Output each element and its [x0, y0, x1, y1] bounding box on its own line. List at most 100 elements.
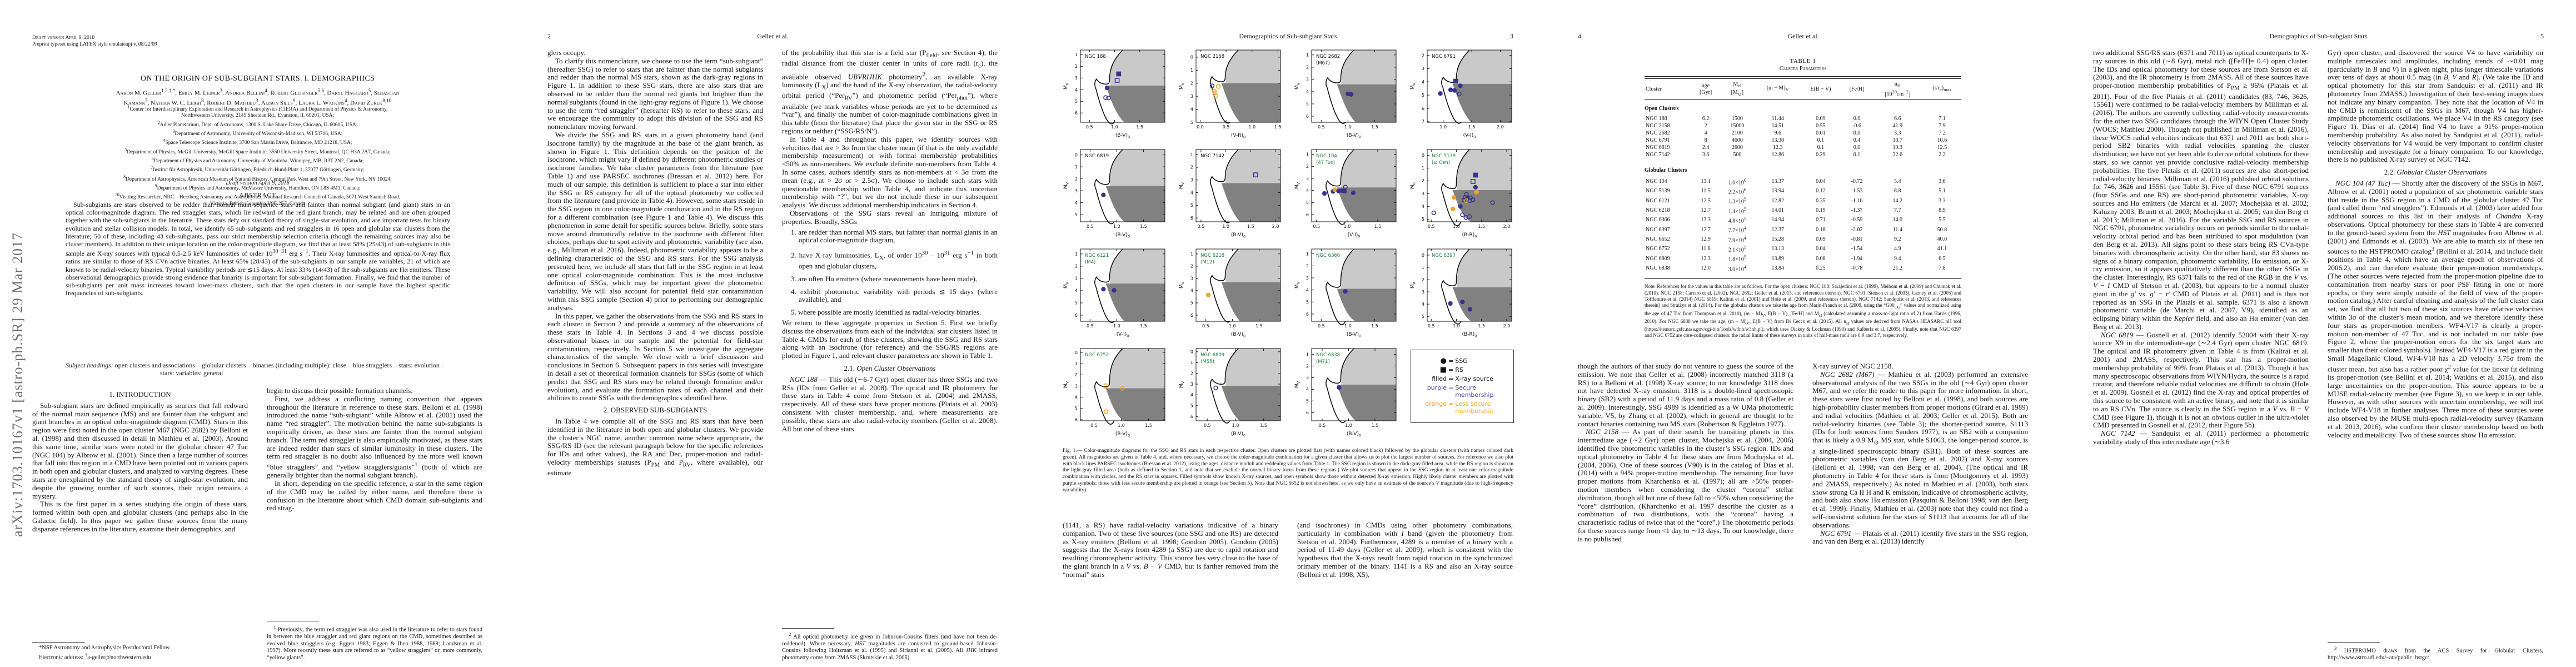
svg-text:MR: MR: [1410, 281, 1417, 288]
svg-text:6: 6: [1422, 106, 1424, 111]
svg-text:NGC 6838: NGC 6838: [1316, 352, 1340, 358]
svg-text:6: 6: [1306, 312, 1309, 317]
svg-text:(M12): (M12): [1200, 260, 1214, 265]
svg-text:2: 2: [1306, 164, 1309, 169]
svg-text:MV: MV: [1294, 281, 1301, 288]
cmd-plot: 0.5 1.0 1.5 1 2 3 4 5 6 NGC 2682 (M67) (B-V)0 MV: [1294, 49, 1397, 140]
table-cell: NGC 6791: [1646, 137, 1670, 143]
svg-text:1: 1: [1190, 252, 1193, 257]
table-cell: 10.7: [1892, 137, 1903, 143]
affiliation-line: 6Department of Physics and Astronomy, Un…: [151, 156, 364, 165]
svg-text:(B-V)0: (B-V)0: [1115, 232, 1130, 239]
table-cell: 9.4: [1894, 255, 1901, 262]
paper-title: ON THE ORIGIN OF SUB-SUBGIANT STARS. I. …: [140, 74, 375, 83]
paragraph: In Table 4 we compile all of the SSG and…: [547, 417, 763, 477]
table-cell: 14.94: [1771, 217, 1784, 223]
svg-text:2: 2: [1306, 364, 1309, 369]
table-note: Note: References for the values in this …: [1645, 283, 1962, 339]
table-row: NGC 6652 12.9 7.9×104 15.28 0.09 -0.81 9.2 40.0: [1645, 235, 1961, 244]
table-spacer-row: [1645, 273, 1961, 276]
svg-text:0.5: 0.5: [1318, 125, 1325, 130]
table-cell: NGC 6218: [1646, 207, 1670, 213]
footnote-rule: [2328, 641, 2380, 643]
svg-text:6: 6: [1190, 313, 1193, 318]
table-cell: 1.3×105: [1728, 197, 1746, 205]
svg-text:1: 1: [1306, 53, 1309, 58]
svg-text:0: 0: [1422, 153, 1424, 158]
table-column-header: (m − M)V: [1755, 79, 1800, 100]
svg-text:1.0: 1.0: [1232, 423, 1239, 428]
svg-text:5: 5: [1075, 301, 1078, 306]
table-cell: 15000: [1730, 122, 1745, 129]
svg-text:(V-I)0: (V-I)0: [1348, 232, 1361, 239]
cmd-panel-NGC-104: 0.5 1.0 1.5 1 2 3 4 5 6 NGC 104 (47 Tuc) (V-I)0 MV: [1292, 146, 1401, 245]
svg-text:MV: MV: [1063, 381, 1070, 388]
table-cell: -1.53: [1851, 188, 1863, 195]
svg-text:4: 4: [1190, 107, 1193, 112]
svg-text:5: 5: [1306, 300, 1309, 305]
svg-text:0.5: 0.5: [1428, 224, 1435, 229]
table-cell: 0.29: [1816, 151, 1826, 158]
abstract-text: Sub-subgiants are stars observed to be r…: [66, 201, 451, 297]
svg-text:1.0: 1.0: [1344, 224, 1351, 229]
table-cell: 2600: [1731, 144, 1743, 151]
table-cell: 0.12: [1816, 188, 1826, 195]
svg-text:3: 3: [1306, 375, 1309, 380]
svg-text:1.5: 1.5: [1371, 125, 1378, 130]
paragraph: We divide the SSG and RS stars in a give…: [547, 130, 763, 312]
svg-text:NGC 6397: NGC 6397: [1432, 253, 1456, 258]
table-cell: 0.4: [1853, 137, 1861, 143]
page-3-columns: (1141, a RS) have radial-velocity variat…: [1063, 521, 1513, 605]
svg-text:6: 6: [1306, 212, 1309, 217]
table-row: NGC 104 13.1 1.0×106 13.37 0.04 -0.72 5.4 3.6: [1645, 177, 1961, 186]
svg-text:6: 6: [1306, 114, 1309, 119]
table-cell: 0.04: [1816, 178, 1826, 185]
table-cell: 0.1: [1817, 137, 1825, 143]
svg-text:0.5: 0.5: [1223, 125, 1230, 130]
legend-item: filled = X-ray source: [1432, 375, 1493, 382]
dateline: Draft version April 9, 2018: [226, 180, 290, 186]
affiliation-line: 8Department of Astrophysics, American Mu…: [123, 174, 392, 182]
table-cell: 9.6: [1774, 130, 1781, 136]
affiliation-line: 9Department of Physics and Astronomy, Mc…: [155, 183, 361, 192]
svg-text:1: 1: [1306, 352, 1309, 357]
svg-text:3: 3: [1075, 188, 1078, 193]
cmd-panel-NGC-6397: 0.5 1.0 1.5 2.0 0 1 2 3 4 5 NGC 6397 (B-R)0 MR: [1407, 246, 1516, 345]
table-cell: 12.5: [1937, 144, 1947, 151]
table-cell: 0.18: [1816, 226, 1826, 233]
table-column-header: age [Gyr]: [1692, 79, 1719, 100]
table-cell: 3.6: [1939, 178, 1946, 185]
svg-text:2: 2: [1306, 263, 1309, 268]
table-cell: 2.2×106: [1728, 187, 1746, 196]
table-cell: 7.9×104: [1728, 235, 1746, 244]
svg-text:6: 6: [1075, 417, 1078, 422]
svg-text:1.0: 1.0: [1453, 224, 1460, 229]
table-cell: 2100: [1731, 130, 1743, 136]
table-cell: 11.8: [1701, 246, 1711, 252]
table-cell: 0.25: [1816, 265, 1826, 271]
table-cell: 12.5: [1701, 197, 1711, 204]
arxiv-identifier-sidebar: arXiv:1703.10167v1 [astro-ph.SR] 29 Mar …: [9, 232, 26, 537]
table-cell: 11.44: [1771, 115, 1784, 122]
svg-text:4: 4: [1075, 288, 1078, 293]
running-head-page-4: 4 Geller et al.: [1578, 32, 2029, 41]
svg-text:1.5: 1.5: [1136, 125, 1143, 130]
svg-text:0.5: 0.5: [1428, 323, 1435, 328]
table-cell: 8.9: [1939, 207, 1946, 213]
svg-text:5: 5: [1075, 99, 1078, 104]
paragraph: In this paper, we gather the observation…: [547, 311, 763, 402]
svg-text:1.5: 1.5: [1140, 224, 1147, 229]
svg-text:5: 5: [1422, 93, 1424, 98]
affiliation-line: 2Adler Planetarium, Dept. of Astronomy, …: [157, 120, 358, 128]
svg-text:1: 1: [1190, 360, 1193, 365]
table-cell: 0.09: [1816, 115, 1826, 122]
svg-text:6: 6: [1075, 313, 1078, 318]
author-list: Aaron M. Geller1,2,†,*, Emily M. Leiner3…: [33, 87, 482, 107]
cmd-plot: 0.5 1.0 1.5 0 1 2 3 4 5 6 NGC 6752 (B-V)0 MV: [1063, 348, 1165, 438]
affiliations: 1Center for Interdisciplinary Exploratio…: [34, 104, 481, 207]
table-subtitle: Cluster Parameters: [1779, 66, 1827, 72]
svg-text:NGC 188: NGC 188: [1085, 54, 1106, 59]
svg-text:1.5: 1.5: [1478, 224, 1485, 229]
list-item: 1. are redder than normal MS stars, but …: [791, 227, 998, 245]
svg-text:1: 1: [1306, 152, 1309, 157]
